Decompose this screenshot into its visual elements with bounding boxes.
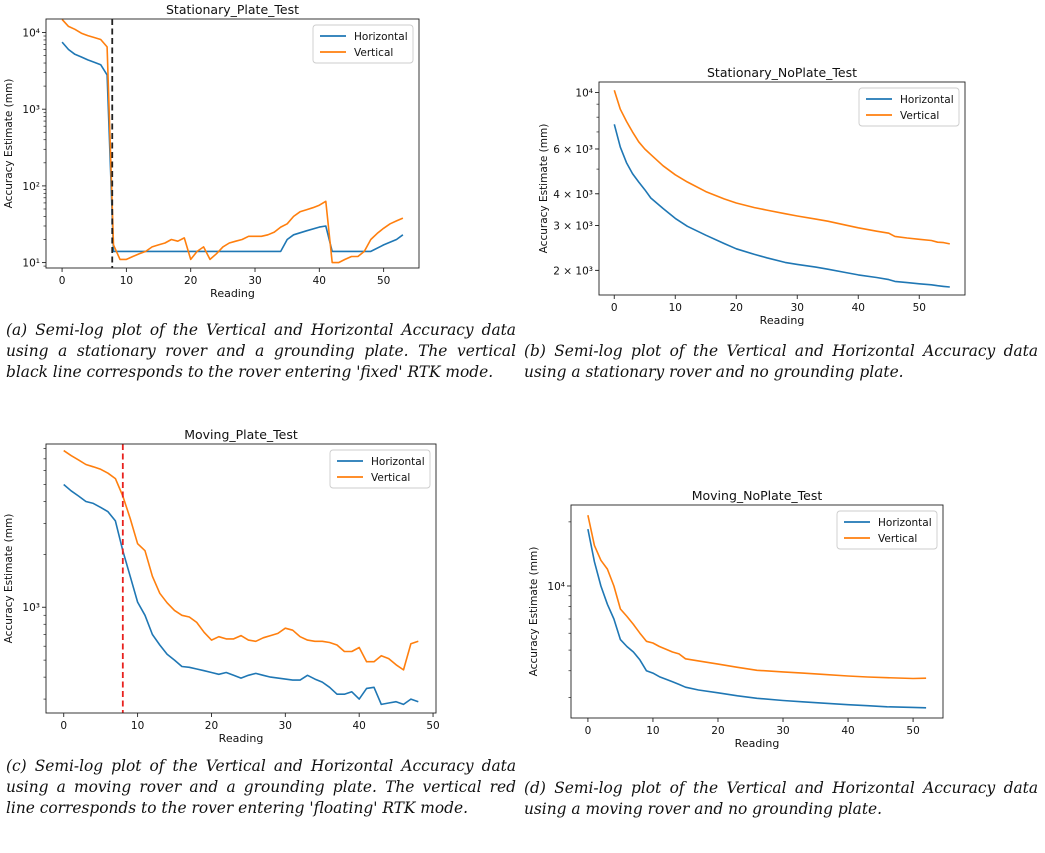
legend-box — [312, 24, 414, 64]
chart-title: Moving_Plate_Test — [184, 427, 298, 442]
x-tick-label: 50 — [906, 725, 919, 737]
x-axis-label: Reading — [735, 737, 780, 750]
caption-d: (d) Semi-log plot of the Vertical and Ho… — [524, 779, 1038, 818]
legend-box — [858, 87, 960, 127]
x-tick-label: 0 — [585, 725, 592, 737]
y-tick-label: 10¹ — [22, 258, 40, 270]
series-line-horizontal — [613, 124, 950, 288]
x-tick-label: 20 — [205, 720, 218, 732]
x-tick-label: 40 — [852, 302, 865, 314]
y-axis-label: Accuracy Estimate (mm) — [3, 79, 15, 209]
y-tick-label: 4 × 10³ — [553, 189, 593, 201]
x-tick-label: 20 — [711, 725, 724, 737]
legend-box — [329, 449, 431, 489]
y-tick-label: 6 × 10³ — [553, 144, 593, 156]
chart-stationary-plate: Stationary_Plate_Test 0 10 20 30 40 50 10¹ 10² 10… — [0, 0, 520, 300]
x-tick-label: 0 — [59, 275, 66, 287]
legend-label: Vertical — [354, 47, 393, 59]
x-tick-label: 0 — [60, 720, 67, 732]
legend-label: Horizontal — [371, 456, 425, 468]
x-tick-label: 30 — [776, 725, 789, 737]
y-tick-label: 10⁴ — [22, 28, 40, 40]
y-tick-label: 10³ — [22, 602, 40, 614]
x-tick-label: 0 — [611, 302, 618, 314]
legend-box — [836, 510, 938, 550]
series-line-horizontal — [61, 41, 404, 253]
chart-svg: Moving_Plate_Test 0 10 20 30 40 50 10³ Reading Ac… — [3, 427, 440, 745]
chart-stationary-noplate: Stationary_NoPlate_Test 0 10 20 30 40 50 2 × 10… — [525, 30, 1045, 340]
y-tick-label: 10⁴ — [547, 581, 565, 593]
x-axis-label: Reading — [219, 732, 264, 745]
x-tick-label: 50 — [426, 720, 439, 732]
chart-moving-plate: Moving_Plate_Test 0 10 20 30 40 50 10³ Reading Ac… — [0, 425, 520, 745]
caption-b: (b) Semi-log plot of the Vertical and Ho… — [524, 342, 1038, 381]
x-tick-label: 40 — [841, 725, 854, 737]
x-axis-label: Reading — [210, 287, 255, 300]
x-tick-label: 50 — [377, 275, 390, 287]
y-axis-label: Accuracy Estimate (mm) — [3, 514, 15, 644]
x-tick-label: 10 — [120, 275, 133, 287]
chart-svg: Moving_NoPlate_Test 0 10 20 30 40 50 10⁴ Reading… — [528, 488, 944, 750]
legend-label: Horizontal — [900, 94, 954, 106]
y-axis-label: Accuracy Estimate (mm) — [538, 124, 550, 254]
plot-frame — [570, 504, 944, 719]
chart-svg: Stationary_NoPlate_Test 0 10 20 30 40 50 2 × 10… — [538, 65, 966, 327]
x-tick-label: 10 — [131, 720, 144, 732]
legend-label: Vertical — [878, 533, 917, 545]
y-axis-label: Accuracy Estimate (mm) — [528, 547, 540, 677]
x-tick-label: 30 — [248, 275, 261, 287]
caption-c: (c) Semi-log plot of the Vertical and Ho… — [6, 757, 516, 817]
x-tick-label: 50 — [913, 302, 926, 314]
caption-a: (a) Semi-log plot of the Vertical and Ho… — [6, 321, 516, 381]
series-line-vertical — [61, 19, 404, 264]
series-line-horizontal — [587, 528, 927, 709]
legend-label: Vertical — [900, 110, 939, 122]
chart-title: Moving_NoPlate_Test — [692, 488, 823, 503]
chart-title: Stationary_Plate_Test — [166, 2, 299, 17]
chart-svg: Stationary_Plate_Test 0 10 20 30 40 50 10¹ 10² 10… — [3, 2, 420, 300]
x-tick-label: 20 — [184, 275, 197, 287]
x-tick-label: 10 — [669, 302, 682, 314]
legend-label: Horizontal — [878, 517, 932, 529]
legend-label: Vertical — [371, 472, 410, 484]
x-tick-label: 40 — [313, 275, 326, 287]
series-line-vertical — [587, 515, 927, 680]
plot-frame — [45, 443, 437, 714]
legend-label: Horizontal — [354, 31, 408, 43]
plot-frame — [598, 81, 966, 296]
x-tick-label: 30 — [279, 720, 292, 732]
chart-title: Stationary_NoPlate_Test — [707, 65, 857, 80]
x-tick-label: 30 — [791, 302, 804, 314]
series-line-vertical — [613, 90, 950, 245]
x-tick-label: 10 — [646, 725, 659, 737]
plot-frame — [45, 18, 420, 269]
y-tick-label: 10³ — [22, 104, 40, 116]
x-tick-label: 20 — [730, 302, 743, 314]
x-tick-label: 40 — [352, 720, 365, 732]
y-tick-label: 10² — [22, 181, 40, 193]
chart-moving-noplate: Moving_NoPlate_Test 0 10 20 30 40 50 10⁴ Reading… — [525, 455, 1045, 765]
y-tick-label: 10⁴ — [575, 88, 593, 100]
y-tick-label: 3 × 10³ — [553, 221, 593, 233]
y-tick-label: 2 × 10³ — [553, 265, 593, 277]
x-axis-label: Reading — [760, 314, 805, 327]
series-line-horizontal — [63, 483, 419, 706]
